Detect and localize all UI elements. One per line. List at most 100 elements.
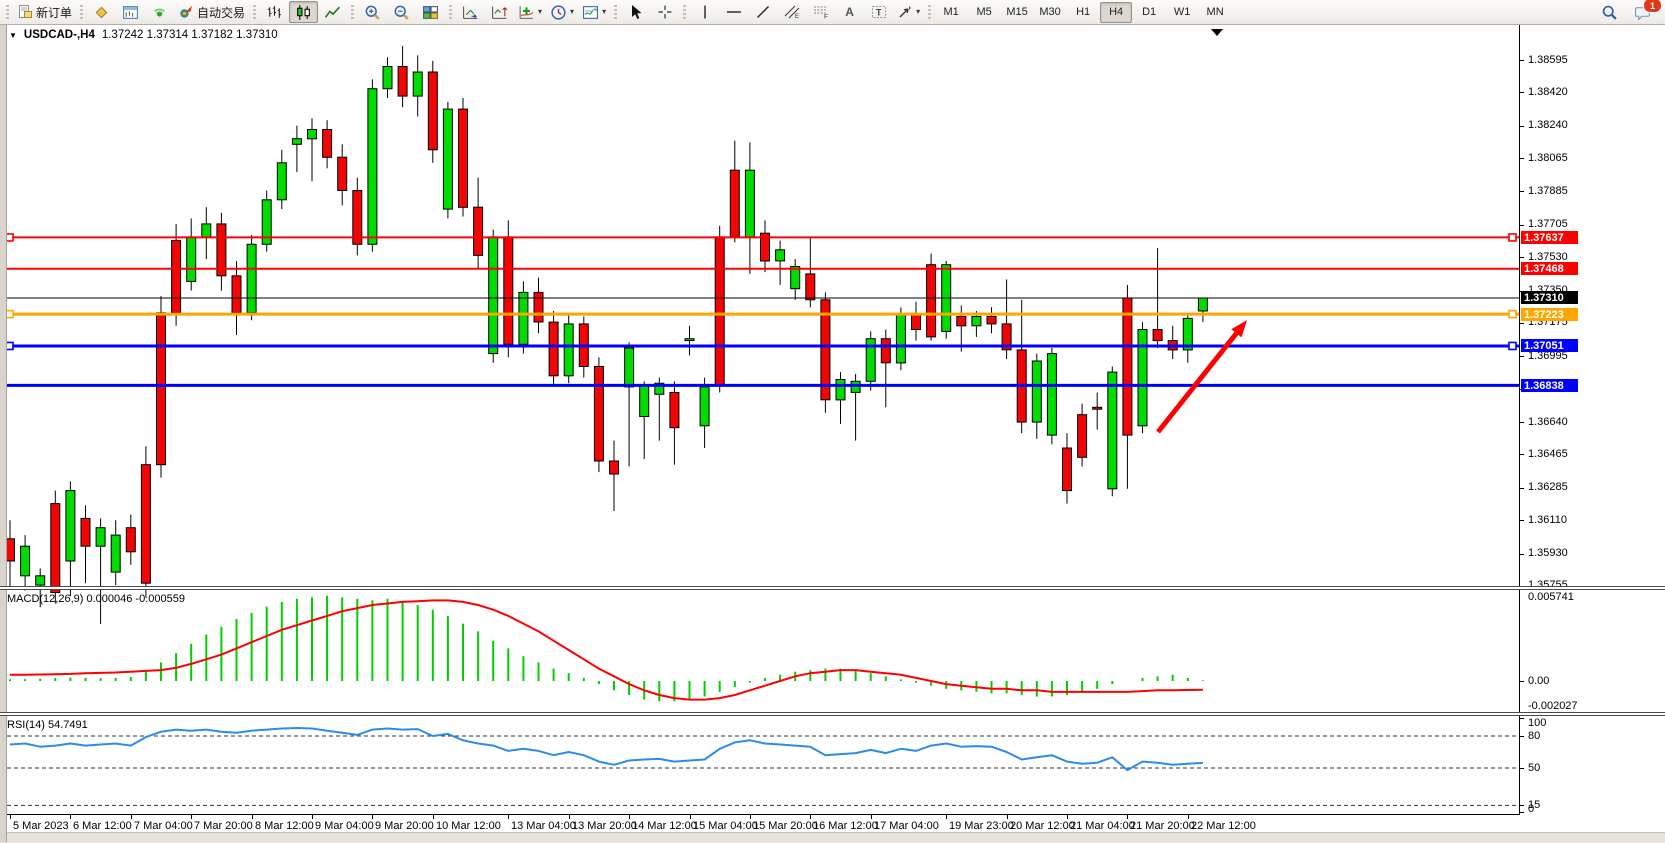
toolbar-grip[interactable] xyxy=(681,4,689,20)
macd-tick xyxy=(1519,681,1524,682)
toolbar-grip[interactable] xyxy=(4,4,11,20)
gold-symbol-button[interactable] xyxy=(87,1,116,23)
indicators-dropdown-caret[interactable]: ▾ xyxy=(538,7,543,16)
date-label: 5 Mar 2023 xyxy=(13,820,69,832)
trendline-button[interactable] xyxy=(748,1,777,23)
pane-separator-macd-rsi[interactable] xyxy=(0,712,1665,716)
zoom-in-button[interactable] xyxy=(358,1,387,23)
zoom-out-button[interactable] xyxy=(387,1,416,23)
clock-icon xyxy=(551,4,566,20)
trend-arrow-annotation[interactable] xyxy=(1156,320,1247,434)
macd-axis-bottom-label: -0.002027 xyxy=(1528,700,1578,712)
timeframe-button-m15[interactable]: M15 xyxy=(1006,6,1028,18)
pane-separator-main-macd[interactable] xyxy=(0,586,1665,590)
line-chart-button[interactable] xyxy=(318,1,347,23)
timeframe-button-mn[interactable]: MN xyxy=(1206,6,1224,18)
price-tick xyxy=(1519,356,1524,357)
price-tick xyxy=(1519,126,1524,127)
date-tick xyxy=(1127,815,1128,819)
chart-shift-icon xyxy=(492,6,508,19)
notifications-button[interactable]: 1 xyxy=(1628,0,1662,23)
indicators-icon xyxy=(519,5,534,19)
timeframe-button-m5[interactable]: M5 xyxy=(976,6,992,18)
crosshair-button[interactable] xyxy=(650,1,679,23)
signals-button[interactable] xyxy=(145,1,174,23)
chart-window[interactable]: ▼ USDCAD-,H4 1.37242 1.37314 1.37182 1.3… xyxy=(0,25,1665,843)
tile-windows-button[interactable] xyxy=(416,1,445,23)
candlestick-chart-button[interactable] xyxy=(289,1,319,23)
date-tick xyxy=(1007,815,1008,819)
macd-indicator-label: MACD(12,26,9) 0.000046 -0.000559 xyxy=(7,593,185,605)
line-handle[interactable] xyxy=(5,233,14,242)
timeframe-button-h1[interactable]: H1 xyxy=(1076,6,1091,18)
svg-text:F: F xyxy=(824,14,828,21)
date-label: 15 Mar 04:00 xyxy=(693,820,758,832)
zoom-in-icon xyxy=(365,5,380,20)
price-axis-border xyxy=(1519,25,1520,815)
price-line-badge-1.37468: 1.37468 xyxy=(1521,262,1578,275)
line-handle[interactable] xyxy=(1508,233,1517,242)
fibonacci-button[interactable]: F xyxy=(806,1,835,23)
price-tick-label: 1.36995 xyxy=(1528,350,1568,362)
bar-chart-button[interactable] xyxy=(260,1,289,23)
timeframe-button-d1[interactable]: D1 xyxy=(1142,6,1157,18)
line-handle[interactable] xyxy=(5,341,14,351)
date-tick xyxy=(191,815,192,819)
timeframe-button-m1[interactable]: M1 xyxy=(943,6,959,18)
periods-button[interactable]: ▾ xyxy=(546,1,578,23)
date-tick xyxy=(252,815,253,819)
cursor-button[interactable] xyxy=(621,1,650,23)
zoom-out-icon xyxy=(394,5,409,20)
vertical-line-button[interactable] xyxy=(690,1,719,23)
chart-window-icon xyxy=(123,5,138,19)
chart-window-button[interactable] xyxy=(116,1,145,23)
date-label: 8 Mar 12:00 xyxy=(255,820,314,832)
notification-badge: 1 xyxy=(1643,0,1662,13)
macd-axis-zero-label: 0.00 xyxy=(1528,675,1550,687)
date-tick xyxy=(372,815,373,819)
templates-button[interactable]: ▾ xyxy=(578,1,610,23)
periods-dropdown-caret[interactable]: ▾ xyxy=(570,7,575,16)
price-chart-canvas[interactable] xyxy=(0,25,1519,815)
auto-scroll-button[interactable] xyxy=(456,1,485,23)
new-order-button[interactable]: 新订单 xyxy=(13,1,76,23)
autotrade-button[interactable]: 自动交易 xyxy=(174,1,249,23)
price-tick xyxy=(1519,60,1524,61)
price-line-badge-1.37223: 1.37223 xyxy=(1521,308,1578,321)
timeframe-button-h4[interactable]: H4 xyxy=(1100,1,1133,23)
timeframe-button-m30[interactable]: M30 xyxy=(1039,6,1061,18)
template-icon xyxy=(583,5,598,19)
date-label: 20 Mar 12:00 xyxy=(1010,820,1075,832)
horizontal-line-button[interactable] xyxy=(719,1,748,23)
chart-shift-button[interactable] xyxy=(485,1,514,23)
rsi-tick xyxy=(1519,736,1524,737)
text-button[interactable]: A xyxy=(835,1,864,23)
toolbar-grip[interactable] xyxy=(78,4,86,20)
line-handle[interactable] xyxy=(5,309,14,319)
rsi-indicator-label: RSI(14) 54.7491 xyxy=(7,719,88,731)
arrows-button[interactable]: ▾ xyxy=(893,1,924,23)
line-chart-icon xyxy=(324,6,341,18)
price-tick xyxy=(1519,520,1524,521)
equidistant-channel-button[interactable]: E xyxy=(777,1,806,23)
text-label-button[interactable]: T xyxy=(864,1,893,23)
chart-shift-marker-icon[interactable] xyxy=(1211,29,1223,36)
toolbar-grip[interactable] xyxy=(447,4,455,20)
date-label: 14 Mar 12:00 xyxy=(632,820,697,832)
pane-separator-rsi-bottom xyxy=(0,814,1519,815)
rsi-line xyxy=(9,727,1203,772)
search-button[interactable] xyxy=(1595,1,1624,23)
line-handle[interactable] xyxy=(1508,309,1517,319)
toolbar-grip[interactable] xyxy=(926,4,934,20)
indicators-button[interactable]: ▾ xyxy=(514,1,546,23)
templates-dropdown-caret[interactable]: ▾ xyxy=(602,7,607,16)
line-handle[interactable] xyxy=(1508,341,1517,351)
price-tick-label: 1.36285 xyxy=(1528,481,1568,493)
arrows-dropdown-caret[interactable]: ▾ xyxy=(916,7,921,16)
timeframe-button-w1[interactable]: W1 xyxy=(1173,6,1191,18)
toolbar-grip[interactable] xyxy=(612,4,620,20)
toolbar-grip[interactable] xyxy=(251,4,259,20)
chart-collapse-icon[interactable]: ▼ xyxy=(9,30,17,40)
toolbar-grip[interactable] xyxy=(349,4,357,20)
window-left-edge xyxy=(0,25,7,842)
